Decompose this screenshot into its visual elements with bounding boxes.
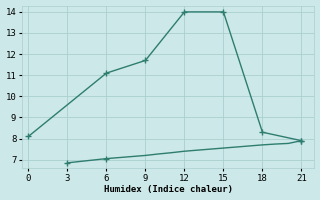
- X-axis label: Humidex (Indice chaleur): Humidex (Indice chaleur): [104, 185, 233, 194]
